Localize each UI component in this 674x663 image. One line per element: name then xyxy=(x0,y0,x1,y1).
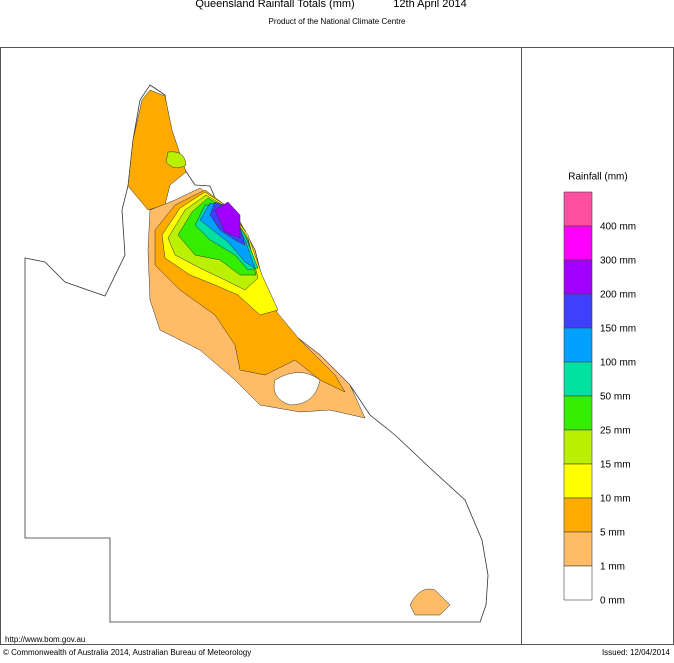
legend-label: 25 mm xyxy=(600,426,631,437)
date: 12th April 2014 xyxy=(393,0,466,10)
legend-title: Rainfall (mm) xyxy=(568,172,627,183)
legend-swatch xyxy=(563,327,593,363)
title: Queensland Rainfall Totals (mm) xyxy=(195,0,354,10)
legend-swatch xyxy=(563,293,593,329)
legend-swatch xyxy=(563,531,593,567)
legend-swatch xyxy=(563,429,593,465)
legend-swatch xyxy=(563,259,593,295)
legend-label: 300 mm xyxy=(600,256,636,267)
legend-swatch xyxy=(563,225,593,261)
legend: 400 mm 300 mm 200 mm 150 mm 100 mm 50 mm 25 mm… xyxy=(563,191,636,607)
legend-label: 50 mm xyxy=(600,392,631,403)
legend-label: 1 mm xyxy=(600,562,625,573)
legend-label: 15 mm xyxy=(600,460,631,471)
legend-label: 5 mm xyxy=(600,528,625,539)
url: http://www.bom.gov.au xyxy=(5,635,85,644)
map xyxy=(24,84,489,623)
legend-label: 150 mm xyxy=(600,324,636,335)
legend-label: 200 mm xyxy=(600,290,636,301)
rain-area xyxy=(165,151,187,169)
legend-swatch xyxy=(563,497,593,533)
issued: Issued: 12/04/2014 xyxy=(602,648,671,657)
legend-label: 0 mm xyxy=(600,596,625,607)
dry-area xyxy=(273,372,321,406)
rain-area xyxy=(409,588,451,616)
subtitle: Product of the National Climate Centre xyxy=(269,17,407,26)
legend-swatch xyxy=(563,463,593,499)
legend-swatch xyxy=(563,191,593,227)
legend-label: 400 mm xyxy=(600,222,636,233)
legend-label: 100 mm xyxy=(600,358,636,369)
legend-swatch xyxy=(563,395,593,431)
legend-swatch xyxy=(563,361,593,397)
legend-swatch xyxy=(563,565,593,601)
rain-area xyxy=(214,201,241,239)
copyright: © Commonwealth of Australia 2014, Austra… xyxy=(3,648,251,657)
legend-label: 10 mm xyxy=(600,494,631,505)
